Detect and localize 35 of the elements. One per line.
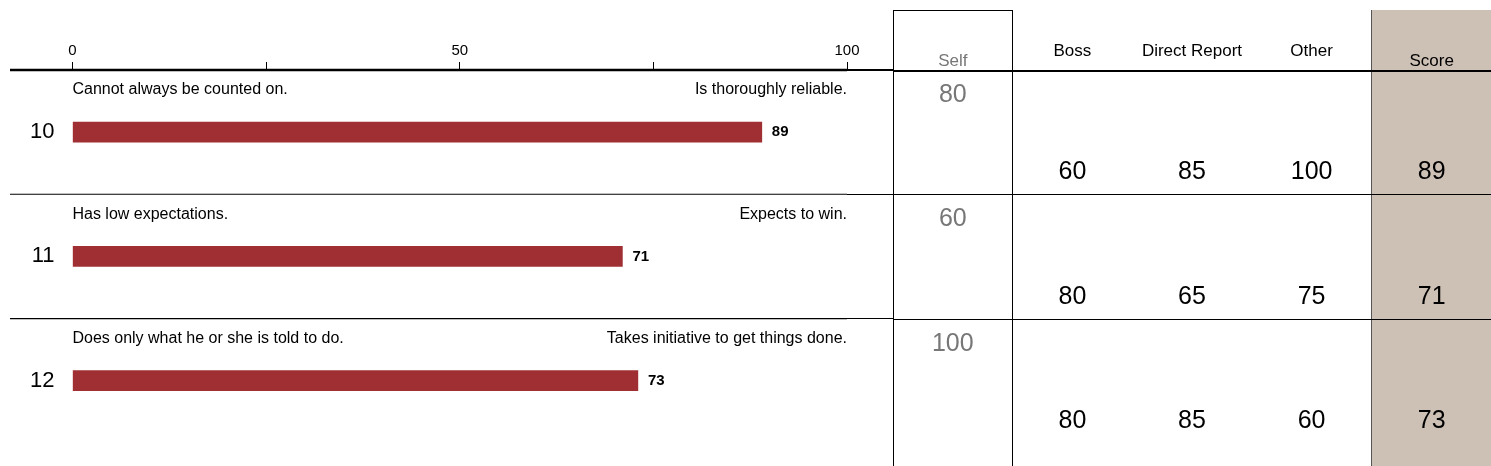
- data-label: 71: [1416, 280, 1447, 310]
- text: 80: [1057, 280, 1088, 310]
- x-tick-label: 100: [834, 41, 860, 59]
- annotation: Expects to win.: [739, 204, 847, 222]
- annotation: Does only what he or she is told to do.: [72, 328, 344, 346]
- category-label: Self: [937, 51, 969, 70]
- text: 73: [647, 370, 665, 388]
- text: 85: [1177, 404, 1207, 434]
- text: 75: [1296, 280, 1327, 310]
- category-label: Direct Report: [1140, 41, 1244, 60]
- annotation: Takes initiative to get things done.: [606, 328, 847, 346]
- text: 65: [1177, 280, 1207, 310]
- category-label: Other: [1289, 41, 1334, 60]
- text: 100: [1289, 156, 1334, 186]
- y-tick-label: 10: [29, 118, 55, 144]
- category-label: Boss: [1052, 41, 1093, 60]
- annotation: Has low expectations.: [72, 204, 229, 222]
- y-tick-label: 12: [29, 366, 55, 392]
- text: 89: [771, 122, 789, 140]
- text: 85: [1177, 156, 1207, 186]
- text: 100: [930, 327, 975, 357]
- annotation: Is thoroughly reliable.: [694, 80, 847, 98]
- text: 71: [632, 246, 650, 264]
- annotation: Cannot always be counted on.: [72, 80, 288, 98]
- text: 60: [1296, 404, 1327, 434]
- x-tick-label: 0: [68, 41, 77, 59]
- y-tick-label: 11: [31, 242, 55, 268]
- category-label: Score: [1408, 51, 1455, 70]
- data-label: 89: [1416, 156, 1447, 186]
- text: 80: [937, 79, 968, 108]
- text: 60: [1057, 156, 1088, 186]
- data-label: 73: [1416, 404, 1447, 434]
- text: 80: [1057, 404, 1088, 434]
- text: 60: [937, 203, 968, 233]
- x-tick-label: 50: [451, 41, 469, 59]
